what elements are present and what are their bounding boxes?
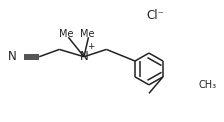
Text: CH₃: CH₃ xyxy=(198,80,216,90)
Text: Cl⁻: Cl⁻ xyxy=(147,9,165,22)
Text: Me: Me xyxy=(80,29,95,39)
Text: Me: Me xyxy=(59,29,73,39)
Text: N: N xyxy=(80,50,88,63)
Text: +: + xyxy=(87,42,95,51)
Text: N: N xyxy=(8,50,17,63)
